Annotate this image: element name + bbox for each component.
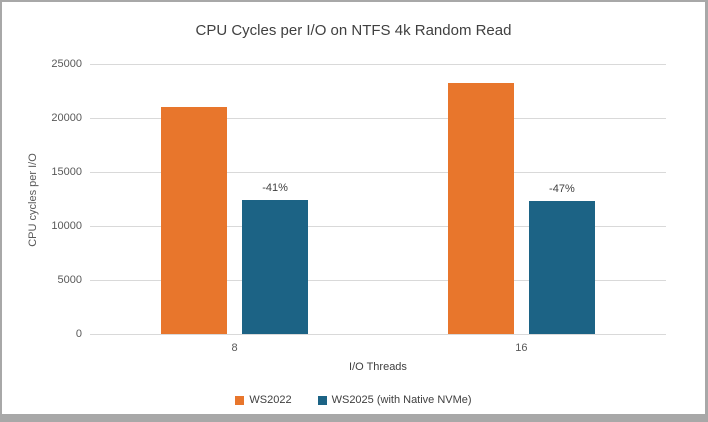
gridline-10000 bbox=[90, 226, 666, 227]
y-tick-label-0: 0 bbox=[75, 328, 82, 340]
x-category-label-8: 8 bbox=[231, 342, 238, 354]
chart-title: CPU Cycles per I/O on NTFS 4k Random Rea… bbox=[195, 22, 512, 39]
bar-ws2025-threads-16 bbox=[528, 201, 595, 334]
y-tick-label-5000: 5000 bbox=[57, 274, 82, 286]
gridline-0 bbox=[90, 334, 666, 335]
gridline-15000 bbox=[90, 172, 666, 173]
y-tick-label-25000: 25000 bbox=[51, 58, 82, 70]
plot-area: -41% -47% bbox=[90, 64, 666, 335]
x-category-label-16: 16 bbox=[515, 342, 528, 354]
legend-swatch-icon bbox=[235, 395, 245, 405]
bar-ws2025-threads-8 bbox=[242, 200, 309, 334]
legend: WS2022 WS2025 (with Native NVMe) bbox=[2, 394, 705, 406]
legend-item-ws2022: WS2022 bbox=[235, 394, 292, 406]
y-axis-title: CPU cycles per I/O bbox=[27, 153, 39, 247]
y-tick-label-20000: 20000 bbox=[51, 112, 82, 124]
bar-ws2022-threads-16 bbox=[447, 83, 514, 334]
bar-data-label-16: -47% bbox=[549, 183, 575, 196]
legend-label: WS2022 bbox=[249, 394, 292, 406]
legend-swatch-icon bbox=[317, 395, 327, 405]
bar-ws2022-threads-8 bbox=[161, 107, 228, 334]
gridline-20000 bbox=[90, 118, 666, 119]
x-axis-title: I/O Threads bbox=[349, 361, 407, 373]
legend-item-ws2025: WS2025 (with Native NVMe) bbox=[317, 394, 472, 406]
bar-data-label-8: -41% bbox=[262, 182, 288, 195]
y-tick-label-15000: 15000 bbox=[51, 166, 82, 178]
gridline-5000 bbox=[90, 280, 666, 281]
y-tick-label-10000: 10000 bbox=[51, 220, 82, 232]
legend-label: WS2025 (with Native NVMe) bbox=[331, 394, 472, 406]
gridline-25000 bbox=[90, 64, 666, 65]
